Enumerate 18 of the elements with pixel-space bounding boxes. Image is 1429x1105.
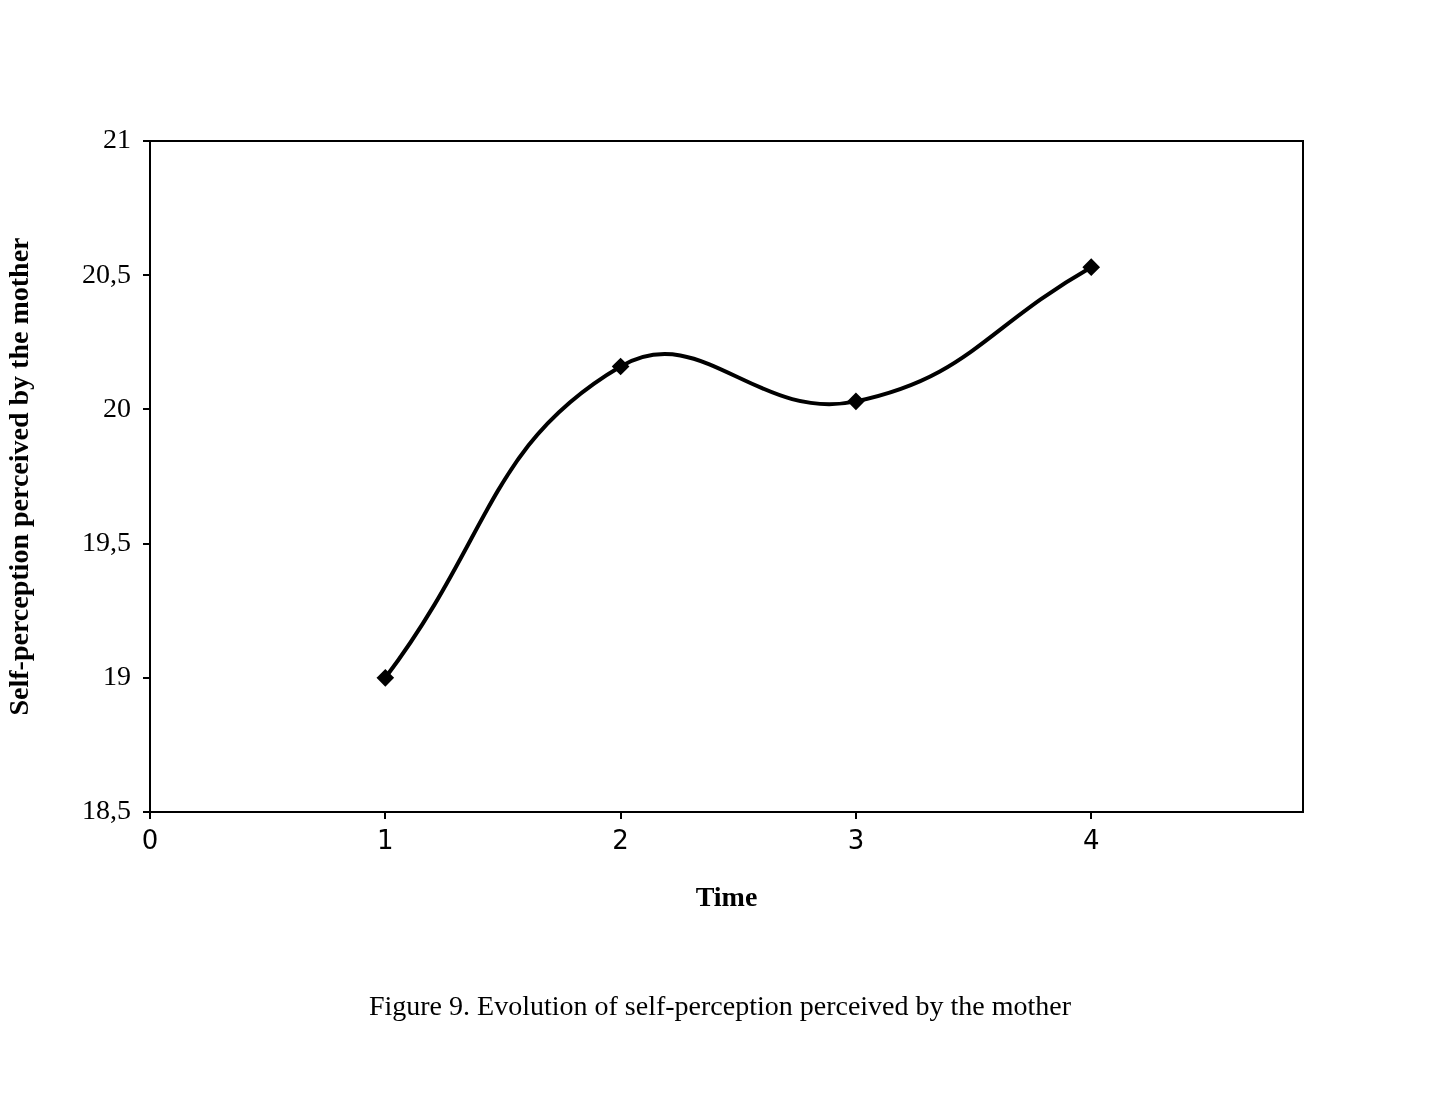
y-axis-title: Self-perception perceived by the mother (3, 237, 35, 716)
x-tick-label: 3 (847, 825, 865, 856)
point (1083, 259, 1100, 276)
y-tick-label: 18,5 (82, 794, 131, 826)
y-tick-label: 19,5 (82, 525, 131, 557)
y-tick-label: 20 (103, 391, 131, 423)
y-tick-label: 20,5 (82, 257, 131, 289)
y-tick-label: 19 (103, 660, 131, 692)
caption: Figure 9. Evolution of self-perception perceived by the mother (368, 990, 1072, 1022)
point (377, 669, 394, 686)
y-tick-label: 21 (103, 123, 131, 155)
x-tick-label: 4 (1082, 825, 1100, 856)
point (612, 358, 629, 375)
x-tick-label: 0 (141, 825, 159, 856)
x-tick-label: 1 (377, 825, 394, 856)
point (847, 393, 864, 410)
x-tick-label: 2 (612, 825, 629, 856)
x-axis-title: Time (695, 881, 758, 913)
